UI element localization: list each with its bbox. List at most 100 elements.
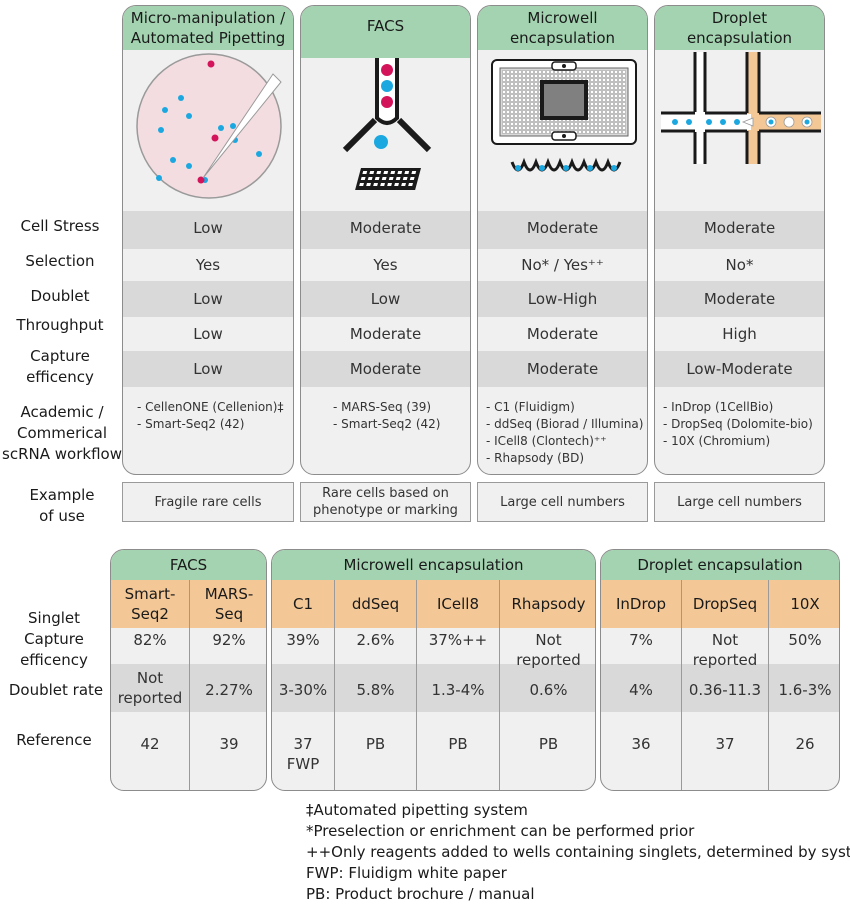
- table-row-band-doublet: [111, 664, 266, 712]
- table-cell-doublet: 5.8%: [356, 681, 395, 699]
- table-row-label-capture-l3: efficency: [20, 651, 88, 669]
- table-cell-doublet: 0.6%: [529, 681, 568, 699]
- table-divider: [189, 580, 190, 790]
- example-box: Fragile rare cells: [122, 482, 294, 522]
- cell-throughput: Moderate: [349, 325, 422, 343]
- method-title-l2: encapsulation: [686, 29, 793, 47]
- row-label-workflow-l1: Academic /: [20, 403, 104, 421]
- workflow-item: - ICell8 (Clontech)⁺⁺: [486, 434, 607, 448]
- row-label-selection: Selection: [25, 252, 95, 270]
- table-col-header: Rhapsody: [500, 580, 595, 628]
- table-col-header: MARS- Seq: [190, 580, 266, 628]
- method-title-l1: Microwell: [527, 9, 598, 27]
- cell-throughput: Moderate: [526, 325, 599, 343]
- footnote: *Preselection or enrichment can be perfo…: [306, 822, 695, 840]
- table-cell-reference: 36: [631, 735, 651, 753]
- cell-stress: Moderate: [349, 219, 422, 237]
- row-band-doublet: [478, 281, 647, 317]
- example-box: Large cell numbers: [654, 482, 825, 522]
- method-card-header: Microwell encapsulation: [478, 6, 647, 50]
- row-label-workflow-l3: scRNA workflow: [2, 445, 122, 463]
- table-group-microwell: Microwell encapsulation C1 ddSeq ICell8 …: [271, 549, 596, 791]
- table-cell-capture: 37%++: [428, 631, 488, 649]
- workflow-item: - DropSeq (Dolomite-bio): [663, 417, 813, 431]
- table-cell-reference: PB: [365, 735, 386, 753]
- example-text: Rare cells based on: [322, 486, 449, 501]
- table-cell-doublet: 0.36-11.3: [688, 681, 762, 699]
- table-col-header: 10X: [769, 580, 839, 628]
- table-cell-doublet: 2.27%: [205, 681, 253, 699]
- row-label-example-l1: Example: [29, 486, 95, 504]
- workflow-list: - MARS-Seq (39) - Smart-Seq2 (42): [333, 399, 466, 433]
- row-label-capture: Capture efficency: [0, 346, 120, 388]
- row-label-capture-l1: Capture: [30, 347, 90, 365]
- table-cell-capture: 92%: [212, 631, 246, 649]
- workflow-item: - ddSeq (Biorad / Illumina): [486, 417, 644, 431]
- table-divider: [681, 580, 682, 790]
- table-divider: [416, 580, 417, 790]
- cell-capture: Moderate: [349, 360, 422, 378]
- method-card-microwell: Microwell encapsulation Moderate No* / Y…: [477, 5, 648, 475]
- table-row-band-doublet: [272, 664, 595, 712]
- workflow-item: - MARS-Seq (39): [333, 400, 432, 414]
- row-band-capture: [301, 351, 470, 387]
- table-col-header: C1: [272, 580, 334, 628]
- cell-doublet: Moderate: [703, 290, 776, 308]
- row-band-stress: [301, 211, 470, 249]
- row-label-workflow-l2: Commerical: [16, 424, 108, 442]
- table-cell-reference: 39: [219, 735, 239, 753]
- method-card-header: Droplet encapsulation: [655, 6, 824, 50]
- table-row-label-capture: Singlet Capture efficency: [0, 608, 108, 671]
- method-card-droplet: Droplet encapsulation: [654, 5, 825, 475]
- method-title-l1: Micro-manipulation /: [130, 9, 286, 27]
- row-label-example: Example of use: [0, 485, 124, 527]
- table-cell-capture: 82%: [133, 631, 167, 649]
- method-card-header: Micro-manipulation / Automated Pipetting: [123, 6, 293, 50]
- method-card-facs: FACS Moderate Yes Low Moderate Moderate …: [300, 5, 471, 475]
- table-cell-capture: 2.6%: [356, 631, 395, 649]
- table-cell-doublet: 1.3-4%: [431, 681, 485, 699]
- row-band-doublet: [301, 281, 470, 317]
- cell-selection: No*: [725, 256, 754, 274]
- table-row-band-doublet: [601, 664, 839, 712]
- example-text: Large cell numbers: [677, 494, 802, 510]
- row-band-capture: [123, 351, 293, 387]
- row-band-doublet: [655, 281, 824, 317]
- cell-selection: Yes: [195, 256, 221, 274]
- table-cell-reference: 42: [140, 735, 160, 753]
- table-cell-doublet: 4%: [629, 681, 653, 699]
- table-group-header: FACS: [111, 550, 266, 580]
- cell-doublet: Low: [193, 290, 223, 308]
- workflow-item: - 10X (Chromium): [663, 434, 771, 448]
- method-card-micromanipulation: Micro-manipulation / Automated Pipetting…: [122, 5, 294, 475]
- row-label-doublet: Doublet: [30, 287, 90, 305]
- workflow-list: - C1 (Fluidigm) - ddSeq (Biorad / Illumi…: [486, 399, 643, 467]
- example-text: Fragile rare cells: [154, 494, 262, 510]
- cell-capture: Low: [193, 360, 223, 378]
- table-cell-reference: 37 FWP: [286, 735, 320, 773]
- cell-selection: No* / Yes⁺⁺: [521, 256, 604, 274]
- table-cell-capture: 50%: [788, 631, 822, 649]
- table-group-facs: FACS Smart- Seq2 MARS- Seq 82% 92% Not repo…: [110, 549, 267, 791]
- cell-selection: Yes: [373, 256, 398, 274]
- method-title-l2: encapsulation: [509, 29, 616, 47]
- workflow-item: - CellenONE (Cellenion)‡: [137, 400, 284, 414]
- method-title-l1: Droplet: [711, 9, 768, 27]
- table-row-label-capture-l1: Singlet: [28, 609, 80, 627]
- row-label-cell-stress: Cell Stress: [20, 217, 100, 235]
- workflow-item: - C1 (Fluidigm): [486, 400, 575, 414]
- row-band-stress: [655, 211, 824, 249]
- table-divider: [499, 580, 500, 790]
- table-col-header: ddSeq: [335, 580, 416, 628]
- row-label-workflow: Academic / Commerical scRNA workflow: [0, 402, 124, 465]
- table-group-header: Droplet encapsulation: [601, 550, 839, 580]
- workflow-item: - Smart-Seq2 (42): [333, 417, 441, 431]
- cell-stress: Moderate: [703, 219, 776, 237]
- table-row-label-reference: Reference: [16, 731, 92, 749]
- workflow-list: - InDrop (1CellBio) - DropSeq (Dolomite-…: [663, 399, 820, 450]
- row-band-doublet: [123, 281, 293, 317]
- table-cell-capture: Not reported: [692, 631, 758, 669]
- footnote: ++Only reagents added to wells containin…: [306, 843, 850, 861]
- row-band-capture: [655, 351, 824, 387]
- workflow-list: - CellenONE (Cellenion)‡ - Smart-Seq2 (4…: [137, 399, 289, 433]
